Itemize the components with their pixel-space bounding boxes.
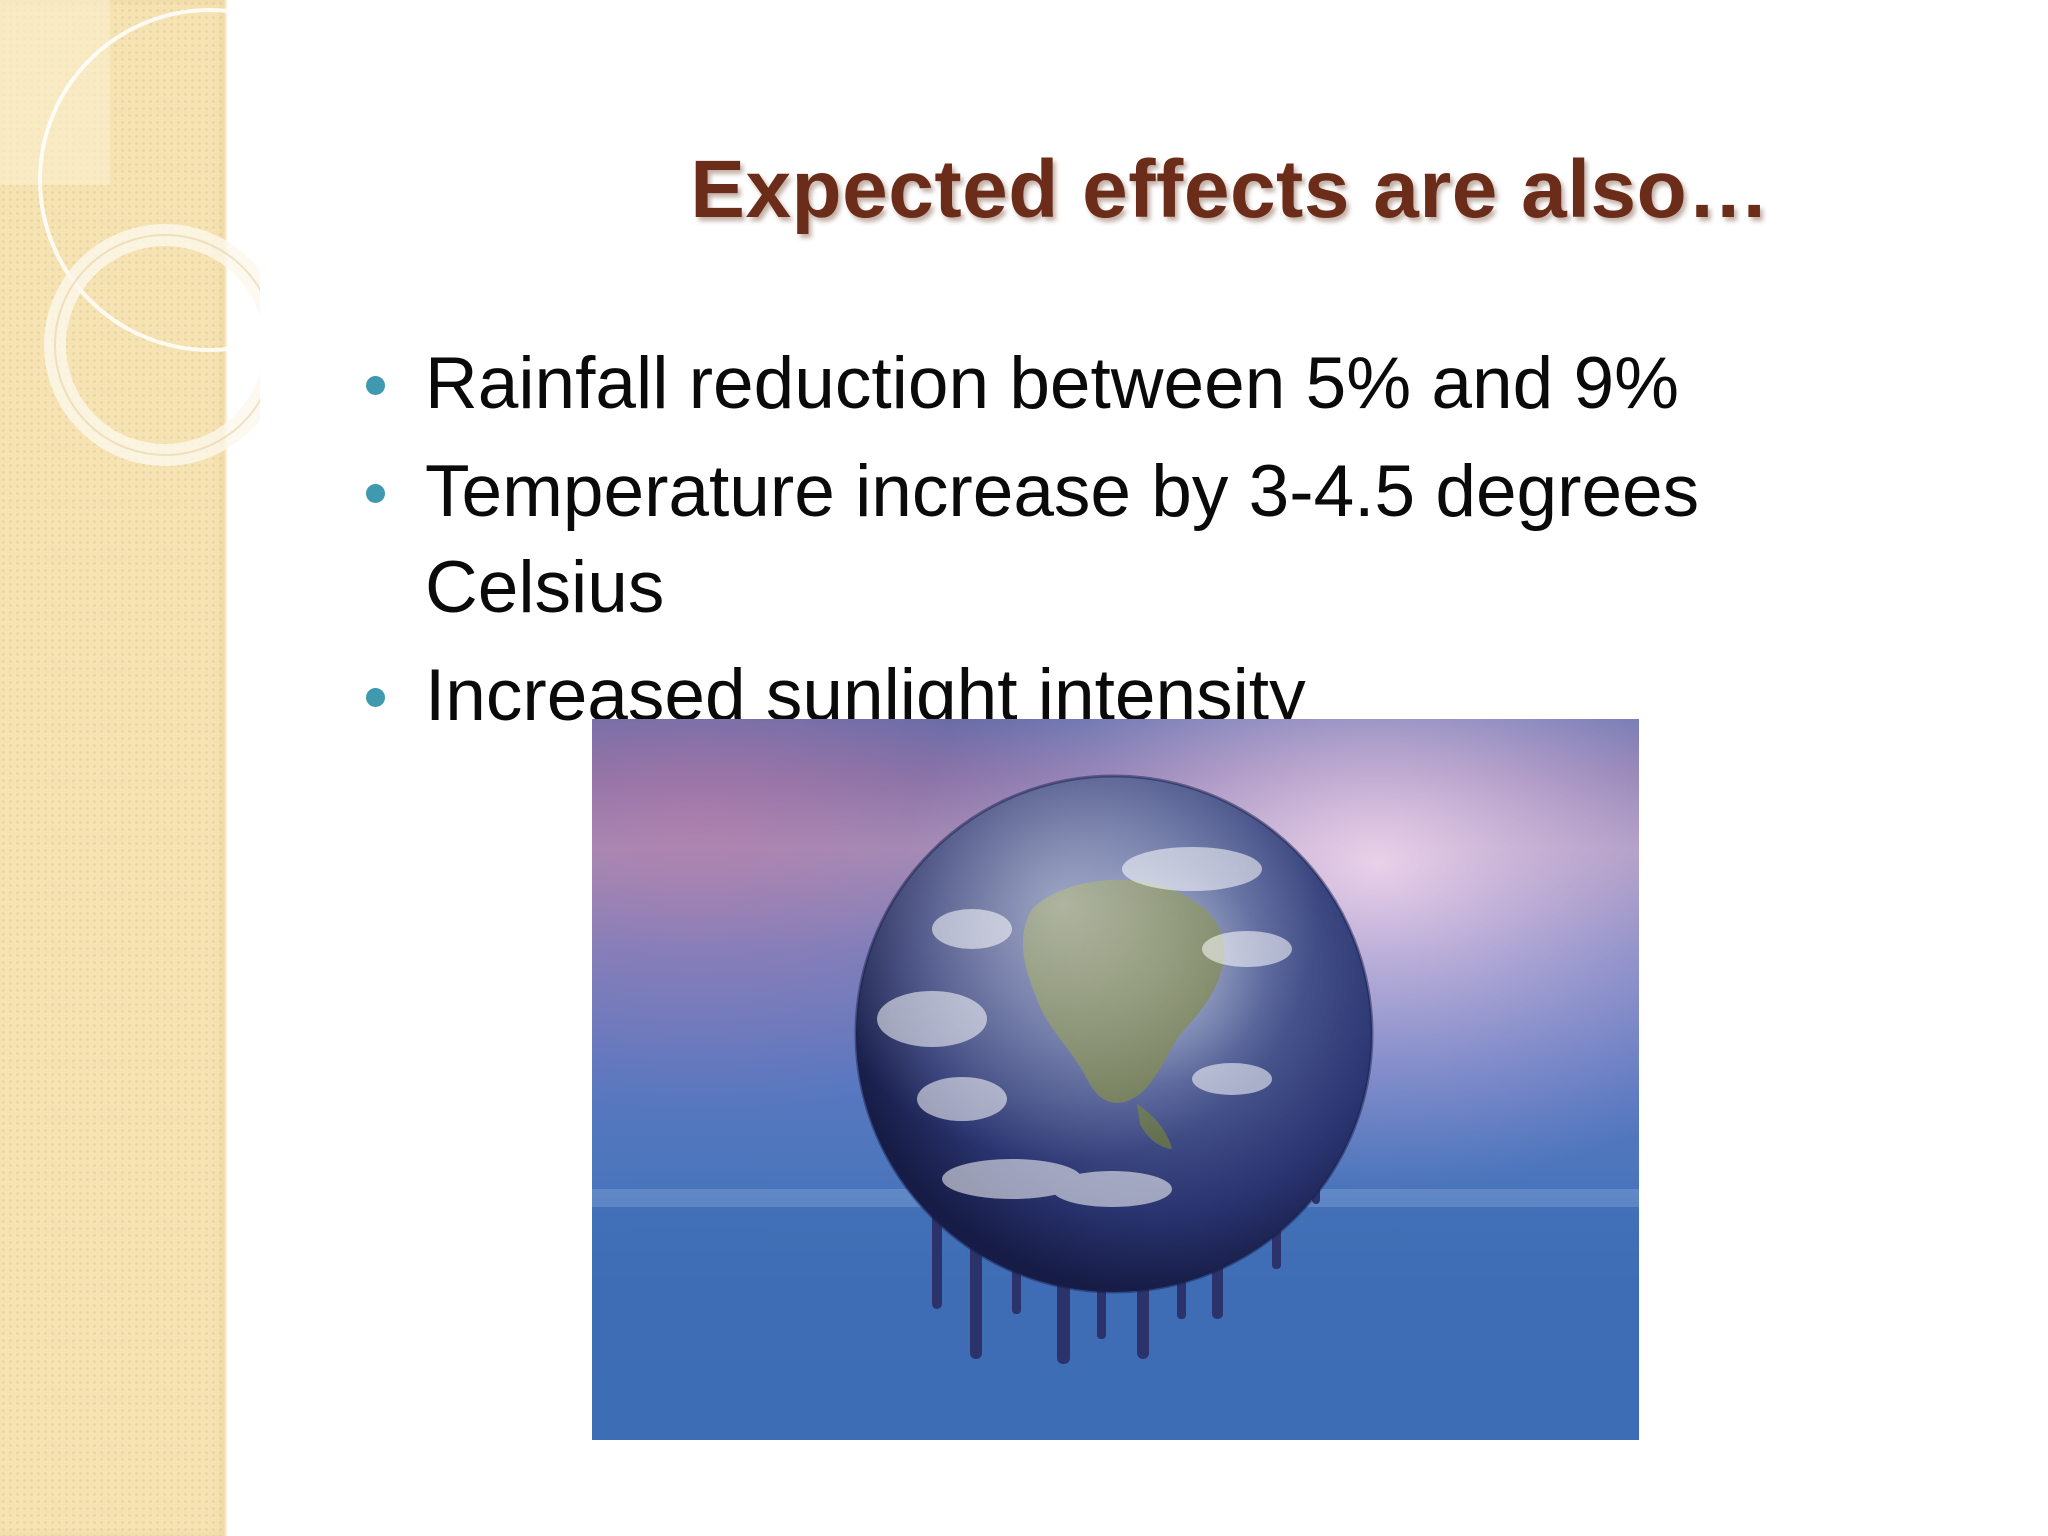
decor-panel — [0, 0, 110, 185]
bullet-text: Rainfall reduction between 5% and 9% — [425, 343, 1679, 424]
bullet-icon — [366, 688, 385, 707]
bullet-item: Temperature increase by 3-4.5 degrees Ce… — [355, 444, 1915, 636]
decor-ring-large — [38, 8, 260, 352]
bullet-icon — [366, 376, 385, 395]
side-band-edge — [224, 0, 228, 1536]
globe-shine — [856, 776, 1372, 1292]
decor-ring-outline — [54, 234, 260, 456]
bullet-icon — [366, 484, 385, 503]
melting-earth-image — [592, 719, 1639, 1440]
bullet-list: Rainfall reduction between 5% and 9% Tem… — [355, 336, 1915, 756]
decorative-rings — [0, 0, 260, 466]
bullet-text: Temperature increase by 3-4.5 degrees Ce… — [425, 451, 1700, 628]
slide-title: Expected effects are also… — [690, 144, 1770, 235]
bullet-item: Rainfall reduction between 5% and 9% — [355, 336, 1915, 432]
